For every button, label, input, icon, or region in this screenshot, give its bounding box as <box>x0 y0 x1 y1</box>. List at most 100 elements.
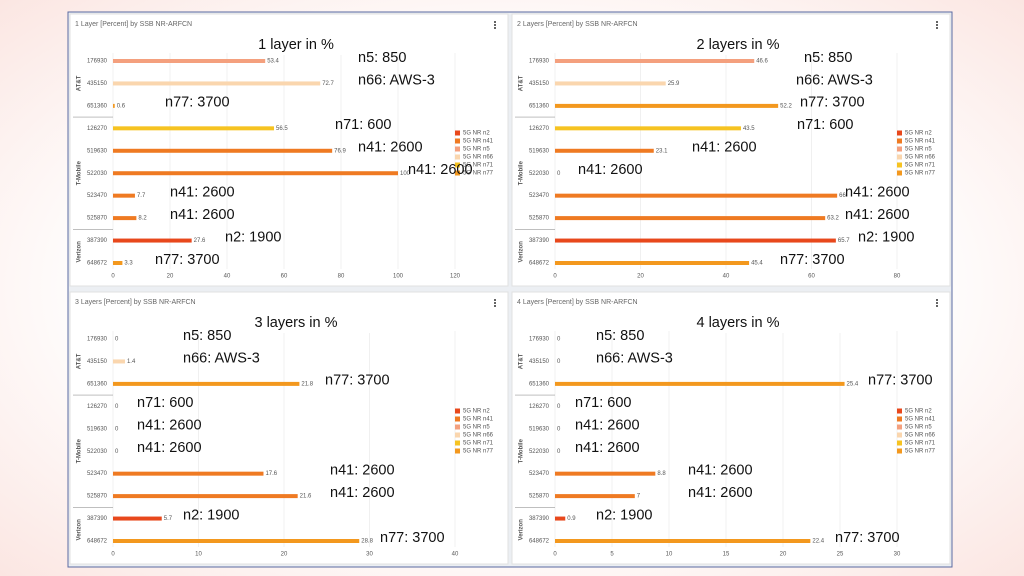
value-label: 22.4 <box>812 539 824 545</box>
group-label: T-Mobile <box>519 438 525 463</box>
annotation: n41: 2600 <box>137 418 202 434</box>
bar <box>113 516 162 521</box>
category-label: 648672 <box>529 261 550 267</box>
x-tick-label: 10 <box>195 552 202 558</box>
annotation: n41: 2600 <box>575 440 640 456</box>
category-label: 519630 <box>529 148 550 154</box>
group-label: Verizon <box>77 519 83 541</box>
category-label: 176930 <box>529 59 550 65</box>
menu-dot[interactable] <box>494 299 496 301</box>
annotation: n77: 3700 <box>155 252 220 268</box>
menu-dot[interactable] <box>494 27 496 29</box>
chart-title: 1 Layer [Percent] by SSB NR-ARFCN <box>75 21 192 28</box>
annotation: n71: 600 <box>137 395 193 411</box>
value-label: 0 <box>557 404 561 410</box>
legend-label: 5G NR n77 <box>905 449 936 455</box>
heading-background <box>692 313 872 333</box>
group-label: T-Mobile <box>77 438 83 463</box>
legend-label: 5G NR n5 <box>463 425 490 431</box>
annotation: n77: 3700 <box>868 373 933 389</box>
value-label: 0 <box>557 337 561 343</box>
bar <box>113 171 398 176</box>
category-label: 522030 <box>529 171 550 177</box>
annotation: n41: 2600 <box>170 207 235 223</box>
menu-dot[interactable] <box>936 305 938 307</box>
legend-swatch <box>455 154 460 160</box>
legend-label: 5G NR n41 <box>463 417 494 423</box>
bar <box>113 193 135 198</box>
menu-dot[interactable] <box>936 27 938 29</box>
menu-dot[interactable] <box>936 21 938 23</box>
legend-swatch <box>897 424 902 430</box>
annotation: n41: 2600 <box>845 184 910 200</box>
group-label: AT&T <box>77 353 83 369</box>
value-label: 21.6 <box>300 494 312 500</box>
category-label: 522030 <box>87 171 108 177</box>
category-label: 648672 <box>529 539 550 545</box>
category-label: 435150 <box>529 81 550 87</box>
legend-swatch <box>897 416 902 422</box>
category-label: 176930 <box>87 337 108 343</box>
value-label: 63.2 <box>827 216 839 222</box>
value-label: 53.4 <box>267 59 279 65</box>
value-label: 0 <box>557 359 561 365</box>
value-label: 27.6 <box>194 238 206 244</box>
bar <box>113 59 266 63</box>
menu-dot[interactable] <box>936 302 938 304</box>
menu-dot[interactable] <box>494 305 496 307</box>
legend-swatch <box>455 408 460 414</box>
legend-swatch <box>455 432 460 438</box>
annotation: n41: 2600 <box>575 418 640 434</box>
bar <box>555 59 755 63</box>
bar <box>555 216 826 221</box>
menu-dot[interactable] <box>494 21 496 23</box>
category-label: 523470 <box>87 193 108 199</box>
legend-label: 5G NR n2 <box>463 409 490 415</box>
value-label: 25.4 <box>847 381 859 387</box>
annotation: n2: 1900 <box>225 229 281 245</box>
bar <box>555 261 750 265</box>
menu-dot[interactable] <box>936 299 938 301</box>
bar <box>555 193 838 198</box>
annotation: n66: AWS-3 <box>183 350 260 366</box>
category-label: 387390 <box>529 238 550 244</box>
menu-dot[interactable] <box>494 302 496 304</box>
legend-swatch <box>897 440 902 446</box>
chart-title: 4 Layers [Percent] by SSB NR-ARFCN <box>517 299 638 306</box>
x-tick-label: 0 <box>553 274 557 280</box>
menu-dot[interactable] <box>936 24 938 26</box>
annotation: n71: 600 <box>575 395 631 411</box>
legend-label: 5G NR n5 <box>905 147 932 153</box>
value-label: 45.4 <box>751 261 763 267</box>
x-tick-label: 30 <box>366 552 373 558</box>
menu-dot[interactable] <box>494 24 496 26</box>
legend-swatch <box>897 408 902 414</box>
panel-background <box>511 291 951 565</box>
bar <box>555 126 741 131</box>
x-tick-label: 80 <box>894 274 901 280</box>
category-label: 523470 <box>87 471 108 477</box>
chart-panel: 1 Layer [Percent] by SSB NR-ARFCN 0 20 40 60… <box>69 13 509 287</box>
annotation: n66: AWS-3 <box>358 72 435 88</box>
bar <box>555 148 654 153</box>
heading-background <box>250 35 430 55</box>
annotation: n5: 850 <box>596 328 644 344</box>
legend-label: 5G NR n66 <box>463 155 494 161</box>
value-label: 8.2 <box>138 216 147 222</box>
bar <box>113 81 321 86</box>
x-tick-label: 5 <box>610 552 614 558</box>
category-label: 648672 <box>87 539 108 545</box>
bar <box>113 471 264 476</box>
value-label: 56.5 <box>276 126 288 132</box>
value-label: 0 <box>557 426 561 432</box>
value-label: 65.7 <box>838 238 850 244</box>
legend-swatch <box>897 170 902 176</box>
x-tick-label: 60 <box>281 274 288 280</box>
annotation: n41: 2600 <box>692 140 757 156</box>
category-label: 523470 <box>529 193 550 199</box>
category-label: 176930 <box>529 337 550 343</box>
x-tick-label: 20 <box>780 552 787 558</box>
category-label: 387390 <box>87 516 108 522</box>
value-label: 46.6 <box>756 59 768 65</box>
